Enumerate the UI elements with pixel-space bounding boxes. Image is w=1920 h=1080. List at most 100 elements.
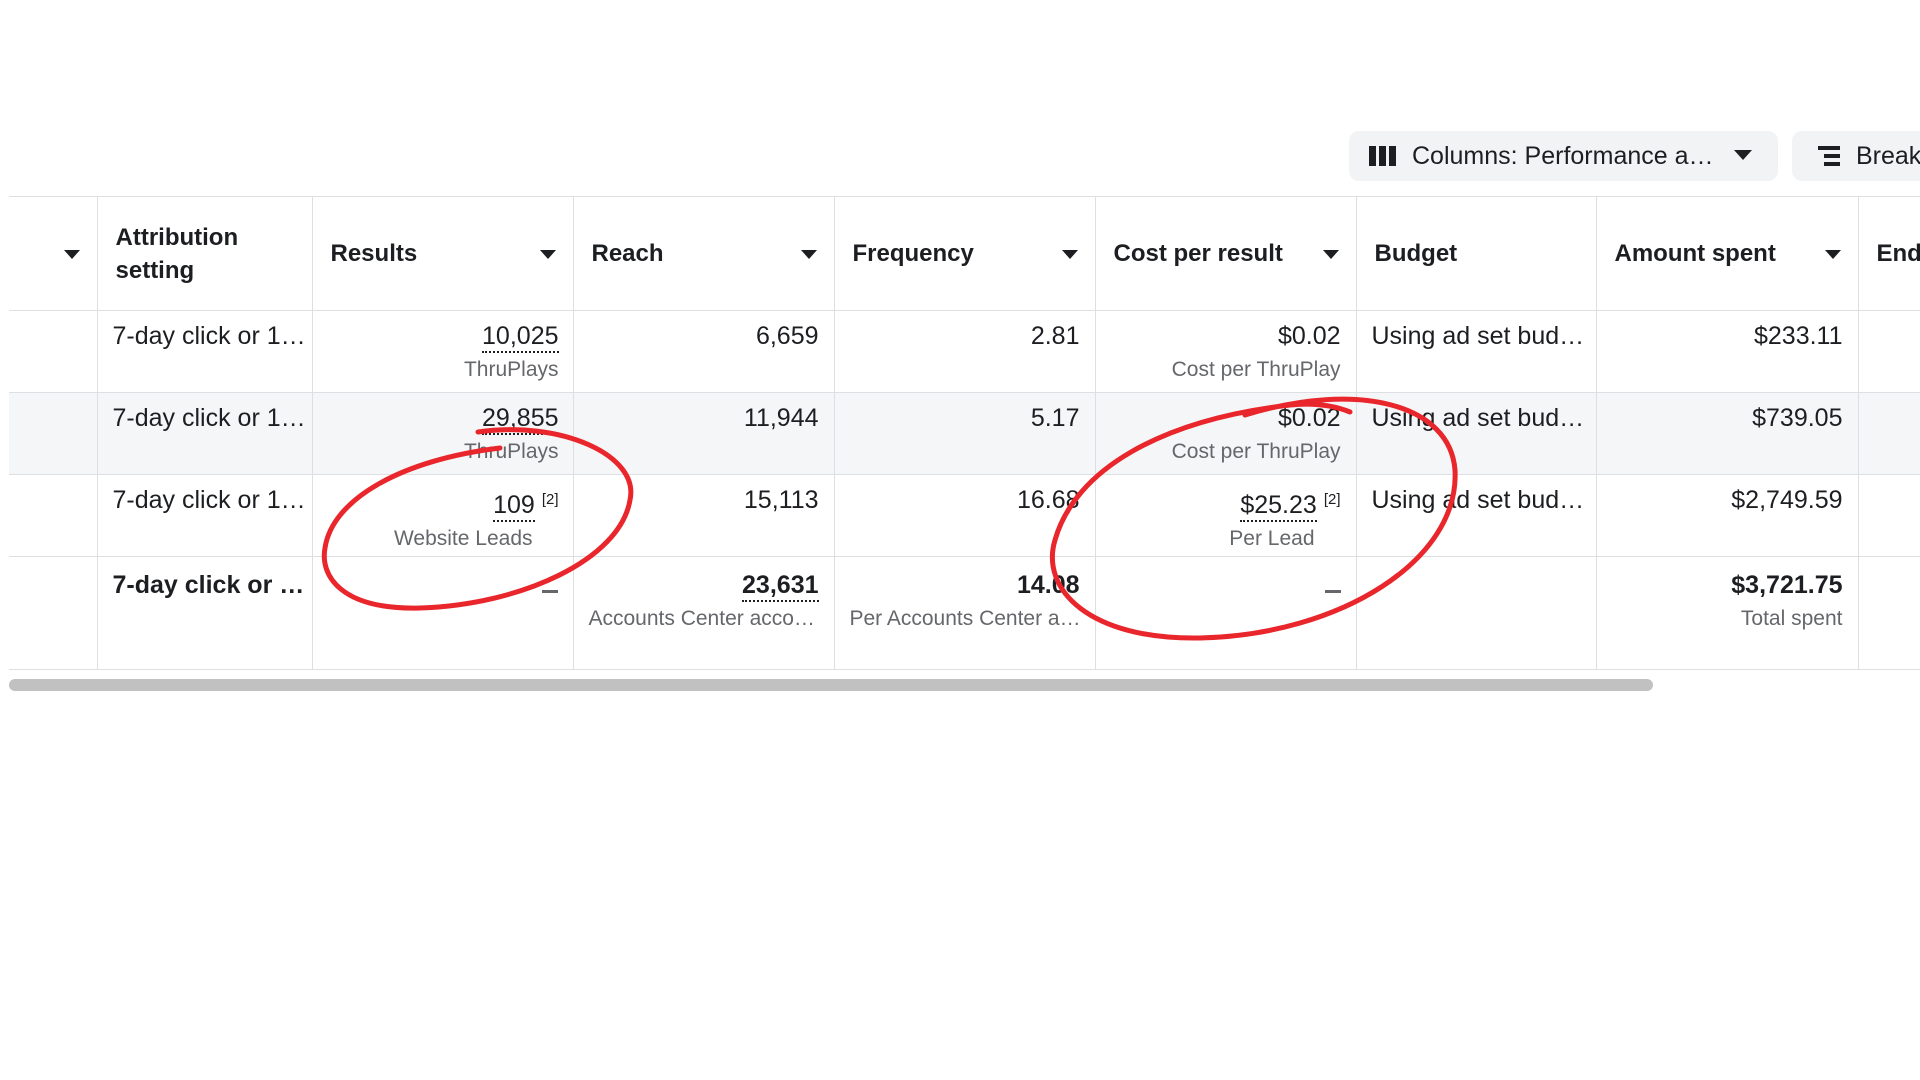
results-value[interactable]: 10,025 xyxy=(482,322,559,353)
results-cell xyxy=(311,556,574,670)
cost-per-result-cell: $25.23 [2] Per Lead xyxy=(1094,474,1357,557)
results-type: Website Leads xyxy=(393,527,533,550)
columns-icon xyxy=(1369,146,1396,166)
horizontal-scrollbar[interactable] xyxy=(9,679,1653,691)
reach-value: 11,944 xyxy=(743,404,819,432)
name-cell xyxy=(9,474,98,557)
column-header-cost-per-result[interactable]: Cost per result xyxy=(1094,196,1357,311)
frequency-value: 16.68 xyxy=(1016,486,1080,514)
frequency-value: 5.17 xyxy=(1030,404,1080,432)
frequency-value: 14.08 xyxy=(1016,571,1080,599)
reach-value[interactable]: 23,631 xyxy=(742,571,819,602)
cost-type: Cost per ThruPlay xyxy=(1171,358,1341,381)
budget-cell: Using ad set bud… xyxy=(1355,392,1597,475)
cost-type: Per Lead xyxy=(1229,527,1315,550)
attribution-value: 7-day click or 1… xyxy=(112,322,306,350)
ads-table: Attribution setting Results Reach Freque… xyxy=(9,196,1920,670)
column-header-label: Budget xyxy=(1374,240,1458,267)
cost-per-result-cell xyxy=(1094,556,1357,670)
table-row[interactable]: 7-day click or 1… 29,855 ThruPlays 11,944… xyxy=(9,392,1920,475)
column-header-attribution[interactable]: Attribution setting xyxy=(96,196,313,311)
results-value[interactable]: 29,855 xyxy=(482,404,559,435)
amount-spent-value: $3,721.75 xyxy=(1731,571,1843,599)
empty-value-dash xyxy=(1324,589,1341,593)
frequency-cell: 14.08 Per Accounts Center a… xyxy=(833,556,1096,670)
table-row[interactable]: 7-day click or 1… 10,025 ThruPlays 6,659 … xyxy=(9,310,1920,393)
frequency-cell: 5.17 xyxy=(833,392,1096,475)
column-header-ends[interactable]: Ends xyxy=(1857,196,1920,311)
ends-cell xyxy=(1857,310,1920,393)
name-cell xyxy=(9,392,98,475)
budget-cell: Using ad set bud… xyxy=(1355,474,1597,557)
ends-cell xyxy=(1857,556,1920,670)
footnote-marker[interactable]: [2] xyxy=(541,491,559,508)
columns-button[interactable]: Columns: Performance a… xyxy=(1349,131,1778,181)
chevron-down-icon[interactable] xyxy=(539,250,556,259)
attribution-cell: 7-day click or 1… xyxy=(96,310,313,393)
chevron-down-icon[interactable] xyxy=(1824,250,1841,259)
reach-value: 15,113 xyxy=(743,486,819,514)
chevron-down-icon[interactable] xyxy=(800,250,817,259)
amount-spent-cell: $2,749.59 xyxy=(1595,474,1859,557)
reach-cell: 11,944 xyxy=(572,392,835,475)
column-header-budget[interactable]: Budget xyxy=(1355,196,1597,311)
chevron-down-icon[interactable] xyxy=(1322,250,1339,259)
reach-cell: 23,631 Accounts Center acco… xyxy=(572,556,835,670)
frequency-cell: 2.81 xyxy=(833,310,1096,393)
column-header-frequency[interactable]: Frequency xyxy=(833,196,1096,311)
attribution-value: 7-day click or … xyxy=(112,571,305,599)
ends-cell xyxy=(1857,392,1920,475)
name-cell xyxy=(9,556,98,670)
chevron-down-icon xyxy=(1734,150,1752,160)
amount-spent-cell: $3,721.75 Total spent xyxy=(1595,556,1859,670)
frequency-value: 2.81 xyxy=(1030,322,1080,350)
frequency-cell: 16.68 xyxy=(833,474,1096,557)
results-cell: 109 [2] Website Leads xyxy=(311,474,574,557)
name-cell xyxy=(9,310,98,393)
attribution-cell: 7-day click or 1… xyxy=(96,392,313,475)
column-header-results[interactable]: Results xyxy=(311,196,574,311)
reach-value: 6,659 xyxy=(755,322,819,350)
cost-value[interactable]: $25.23 xyxy=(1240,491,1317,522)
cost-type: Cost per ThruPlay xyxy=(1171,440,1341,463)
breakdown-button-label: Breakdown xyxy=(1856,141,1920,170)
column-header-label: Frequency xyxy=(852,240,974,267)
attribution-cell: 7-day click or 1… xyxy=(96,474,313,557)
cost-per-result-cell: $0.02 Cost per ThruPlay xyxy=(1094,392,1357,475)
results-cell: 10,025 ThruPlays xyxy=(311,310,574,393)
column-header-label: Ends xyxy=(1876,240,1920,267)
amount-spent-sub: Total spent xyxy=(1740,607,1843,630)
budget-value[interactable]: Using ad set bud… xyxy=(1371,486,1585,514)
reach-cell: 15,113 xyxy=(572,474,835,557)
column-header-label: Reach xyxy=(591,240,664,267)
attribution-value: 7-day click or 1… xyxy=(112,486,306,514)
budget-value[interactable]: Using ad set bud… xyxy=(1371,322,1585,350)
frequency-sub: Per Accounts Center a… xyxy=(849,607,1081,630)
results-type: ThruPlays xyxy=(463,440,559,463)
table-row[interactable]: 7-day click or 1… 109 [2] Website Leads 15… xyxy=(9,474,1920,557)
footnote-marker[interactable]: [2] xyxy=(1323,491,1341,508)
chevron-down-icon[interactable] xyxy=(1061,250,1078,259)
columns-button-label: Columns: Performance a… xyxy=(1412,141,1714,170)
column-header-label: Results xyxy=(330,240,418,267)
budget-value[interactable]: Using ad set bud… xyxy=(1371,404,1585,432)
attribution-cell: 7-day click or … xyxy=(96,556,313,670)
budget-cell: Using ad set bud… xyxy=(1355,310,1597,393)
column-header-reach[interactable]: Reach xyxy=(572,196,835,311)
results-value[interactable]: 109 xyxy=(493,491,535,522)
ends-cell xyxy=(1857,474,1920,557)
attribution-value: 7-day click or 1… xyxy=(112,404,306,432)
amount-spent-cell: $739.05 xyxy=(1595,392,1859,475)
results-type: ThruPlays xyxy=(463,358,559,381)
column-header-label: Cost per result xyxy=(1113,240,1283,267)
breakdown-button[interactable]: Breakdown xyxy=(1792,131,1920,181)
amount-spent-value: $2,749.59 xyxy=(1731,486,1843,514)
column-header-name[interactable] xyxy=(9,196,98,311)
column-header-amount-spent[interactable]: Amount spent xyxy=(1595,196,1859,311)
summary-row: 7-day click or … 23,631 Accounts Center a… xyxy=(9,556,1920,670)
amount-spent-cell: $233.11 xyxy=(1595,310,1859,393)
chevron-down-icon[interactable] xyxy=(63,250,80,259)
column-header-label: Attribution setting xyxy=(115,223,239,284)
cost-value: $0.02 xyxy=(1277,404,1341,432)
breakdown-icon xyxy=(1814,144,1840,168)
